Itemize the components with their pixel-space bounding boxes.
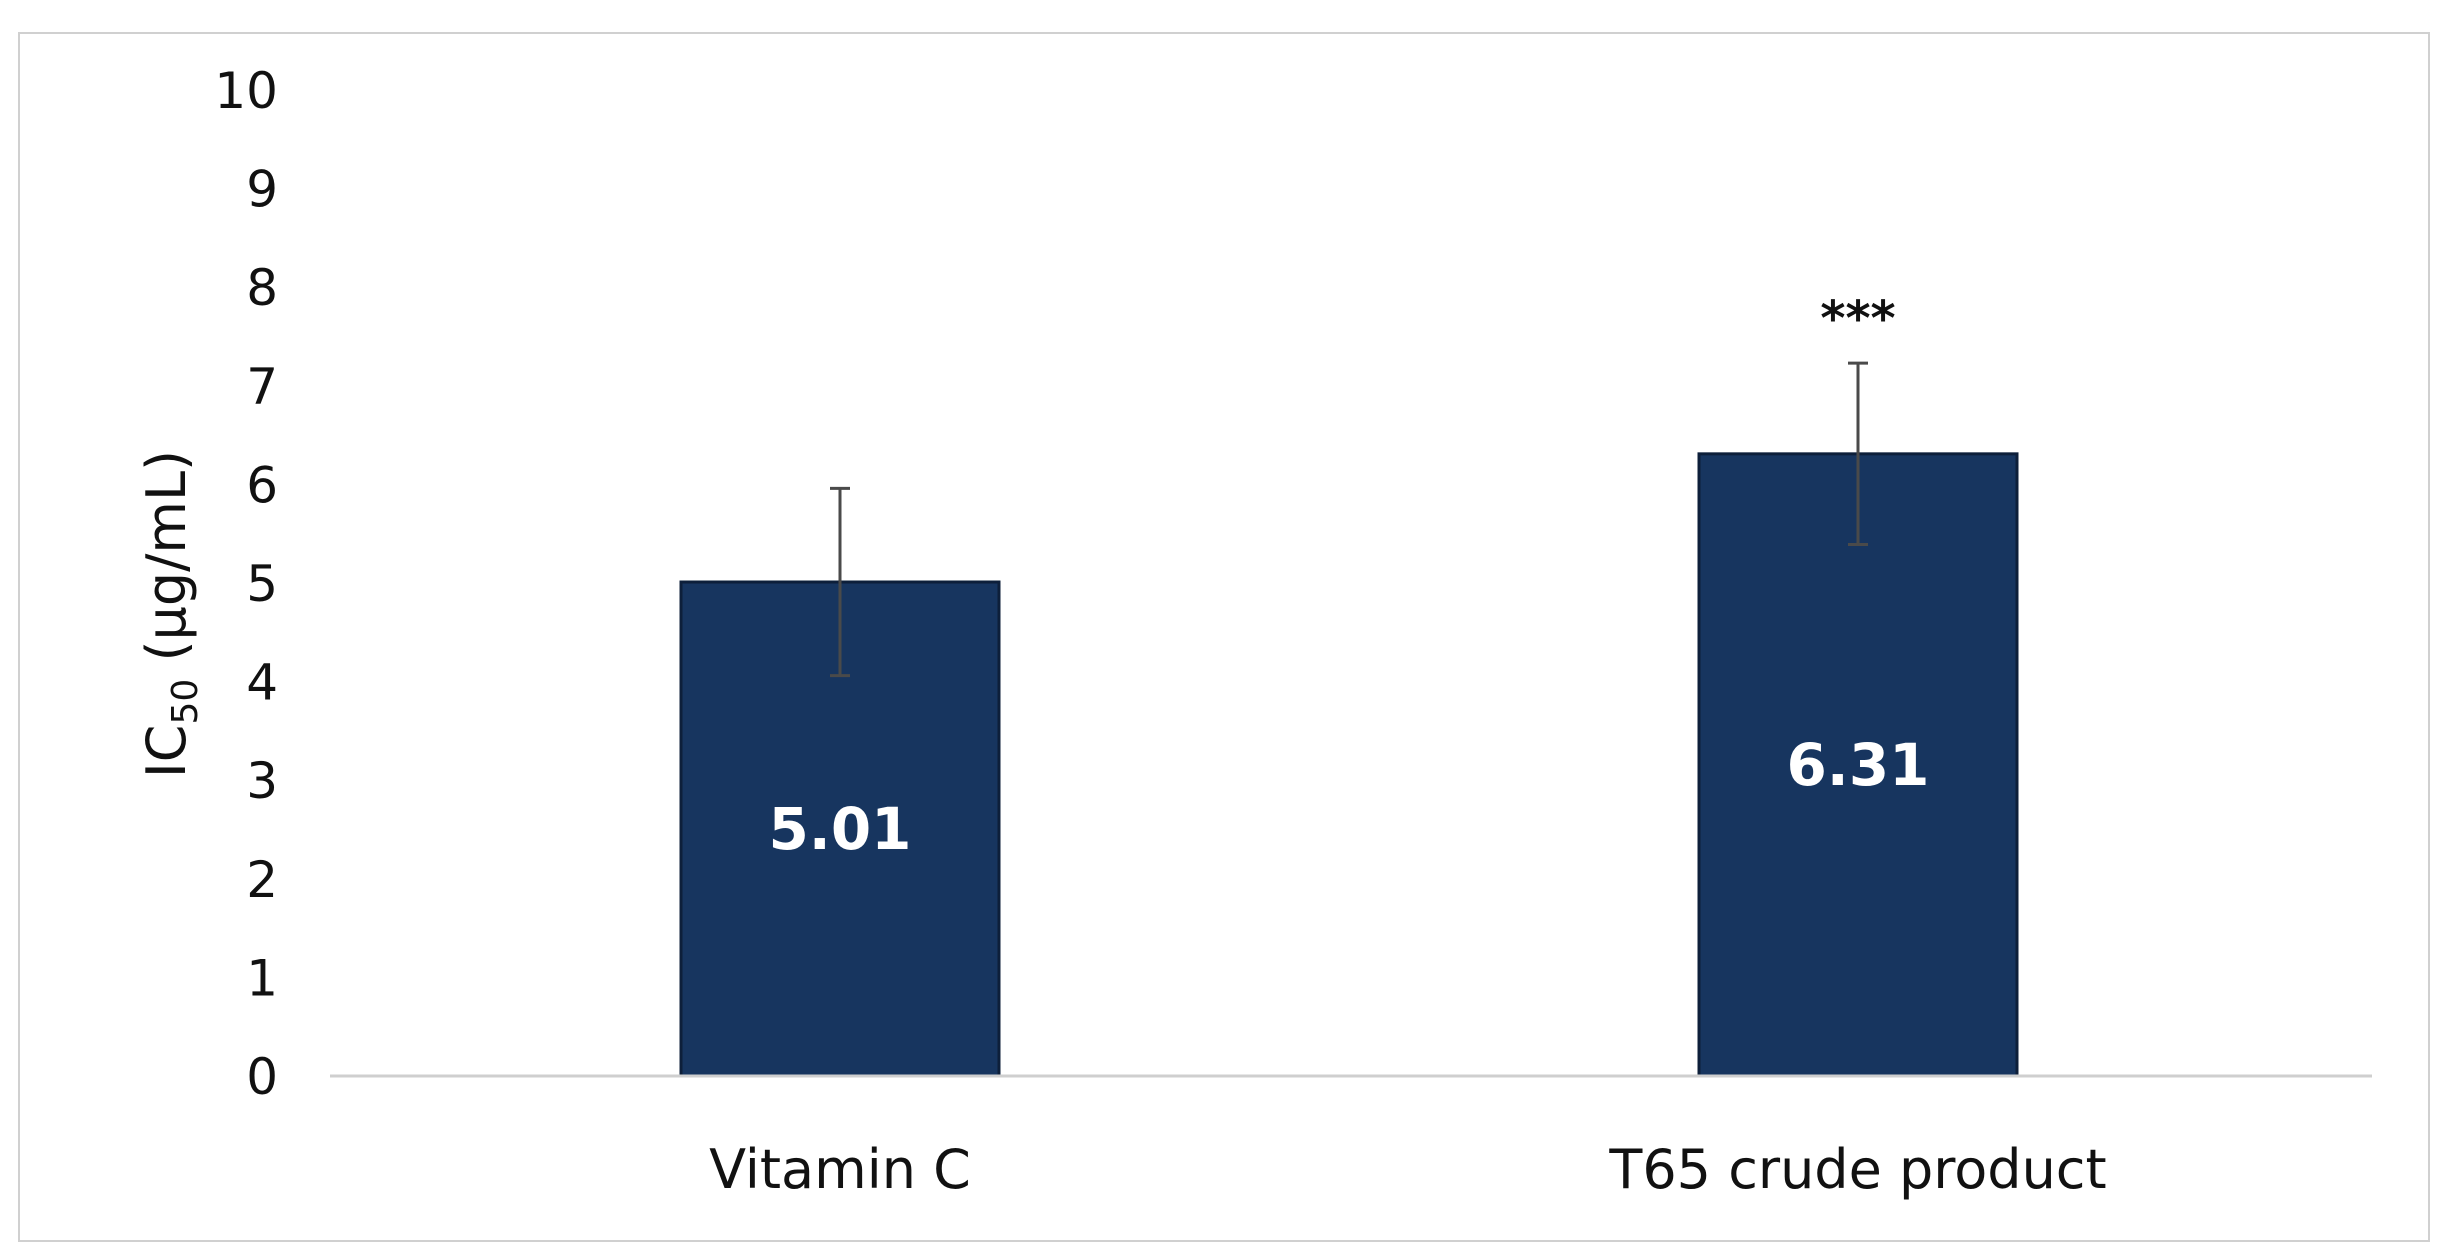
y-axis-label-unit: (μg/mL) (135, 450, 198, 679)
svg-text:IC50 (μg/mL): IC50 (μg/mL) (135, 450, 206, 778)
x-category-label: Vitamin C (709, 1138, 971, 1201)
error-bars (830, 361, 1868, 678)
error-bar-2 (1848, 361, 1868, 547)
y-tick-label: 1 (246, 949, 278, 1007)
chart-frame: IC50 (μg/mL) 0 1 2 3 4 5 6 7 8 9 10 5.01 6.31 *** Vi… (18, 32, 2430, 1242)
y-tick-label: 4 (246, 654, 278, 712)
y-tick-label: 0 (246, 1048, 278, 1106)
x-category-labels: Vitamin C T65 crude product (709, 1138, 2107, 1201)
data-label-2: 6.31 (1786, 731, 1929, 799)
bar-2 (1697, 452, 2019, 1078)
y-tick-label: 7 (246, 358, 278, 416)
x-category-label: T65 crude product (1608, 1138, 2106, 1201)
y-axis-label-main: IC (135, 725, 198, 779)
ic50-bar-chart: IC50 (μg/mL) 0 1 2 3 4 5 6 7 8 9 10 5.01 6.31 *** Vi… (135, 62, 2372, 1201)
y-tick-label: 9 (246, 161, 278, 219)
y-tick-label: 5 (246, 555, 278, 613)
y-tick-label: 8 (246, 259, 278, 317)
y-tick-label: 3 (246, 752, 278, 810)
y-tick-label: 2 (246, 851, 278, 909)
y-tick-label: 6 (246, 456, 278, 514)
data-label-1: 5.01 (768, 795, 911, 863)
data-labels: 5.01 6.31 *** (768, 291, 1929, 863)
y-tick-labels: 0 1 2 3 4 5 6 7 8 9 10 (214, 62, 278, 1106)
y-tick-label: 10 (214, 62, 278, 120)
error-bar-1 (830, 486, 850, 678)
y-axis-label: IC50 (μg/mL) (135, 450, 206, 778)
y-axis-label-subscript: 50 (165, 679, 206, 725)
significance-annotation: *** (1820, 291, 1895, 347)
